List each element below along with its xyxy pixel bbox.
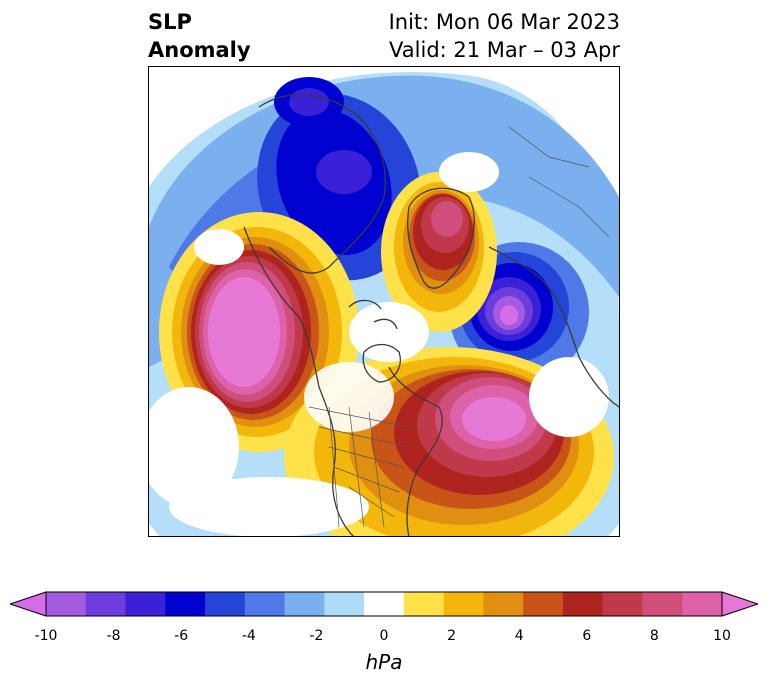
colorbar-segment bbox=[642, 592, 683, 616]
title-variable-line2: Anomaly bbox=[148, 38, 251, 62]
coast-hudson-bay bbox=[362, 343, 401, 383]
colorbar-tick-label: 0 bbox=[379, 628, 389, 644]
valid-date-label: Valid: 21 Mar – 03 Apr bbox=[389, 38, 620, 62]
colorbar-tick-label: 8 bbox=[649, 628, 659, 644]
political-borders bbox=[308, 126, 610, 528]
chart-title-variable: SLP Anomaly bbox=[148, 8, 251, 64]
colorbar-segment bbox=[443, 592, 484, 616]
colorbar-tick-label: -4 bbox=[241, 628, 256, 644]
colorbar-segment bbox=[682, 592, 723, 616]
colorbar-segment bbox=[284, 592, 325, 616]
coast-canadian-archipelago bbox=[348, 299, 398, 330]
colorbar-tick-label: 10 bbox=[713, 628, 731, 644]
colorbar bbox=[10, 591, 758, 617]
colorbar-segment bbox=[165, 592, 206, 616]
greenland-high-anomaly bbox=[381, 172, 497, 332]
colorbar-tick-label: 4 bbox=[514, 628, 524, 644]
neutral-patch bbox=[194, 229, 244, 265]
coast-asia bbox=[258, 94, 386, 274]
colorbar-segment bbox=[403, 592, 445, 616]
colorbar-segment bbox=[125, 592, 166, 616]
coast-north-america-east bbox=[388, 366, 443, 536]
colorbar-segment bbox=[205, 592, 246, 616]
init-date-label: Init: Mon 06 Mar 2023 bbox=[388, 10, 620, 34]
anomaly-map bbox=[149, 72, 619, 536]
coastlines bbox=[243, 94, 619, 536]
neutral-patch bbox=[529, 357, 609, 437]
colorbar-segment bbox=[324, 592, 365, 616]
colorbar-segment bbox=[523, 592, 564, 616]
neutral-patch bbox=[149, 387, 239, 507]
colorbar-outline bbox=[45, 591, 723, 617]
neutral-patch bbox=[349, 302, 429, 362]
coast-north-america-west bbox=[243, 226, 354, 536]
colorbar-tick-labels: -10 -8 -6 -4 -2 0 2 4 6 8 10 bbox=[0, 628, 768, 648]
coast-europe bbox=[488, 246, 619, 408]
neutral-patch bbox=[439, 152, 499, 192]
colorbar-segment bbox=[46, 592, 87, 616]
colorbar-extend-min bbox=[10, 591, 47, 617]
chart-title-dates: Init: Mon 06 Mar 2023 Valid: 21 Mar – 03… bbox=[389, 8, 620, 64]
colorbar-tick-label: 6 bbox=[582, 628, 592, 644]
neutral-patch bbox=[304, 362, 394, 432]
colorbar-segment bbox=[85, 592, 127, 616]
colorbar-tick-label: -8 bbox=[106, 628, 121, 644]
colorbar-segment bbox=[602, 592, 643, 616]
colorbar-unit-label: hPa bbox=[365, 650, 403, 674]
colorbar-tick-label: 2 bbox=[447, 628, 457, 644]
coast-greenland bbox=[407, 187, 475, 289]
title-variable-line1: SLP bbox=[148, 10, 192, 34]
map-panel bbox=[148, 66, 620, 537]
colorbar-tick-label: -6 bbox=[174, 628, 189, 644]
colorbar-segment bbox=[562, 592, 604, 616]
colorbar-segment bbox=[483, 592, 524, 616]
colorbar-segment bbox=[364, 592, 405, 616]
colorbar-tick-label: -10 bbox=[34, 628, 58, 644]
colorbar-extend-max bbox=[721, 591, 758, 617]
colorbar-segment bbox=[244, 592, 286, 616]
colorbar-tick-label: -2 bbox=[309, 628, 324, 644]
